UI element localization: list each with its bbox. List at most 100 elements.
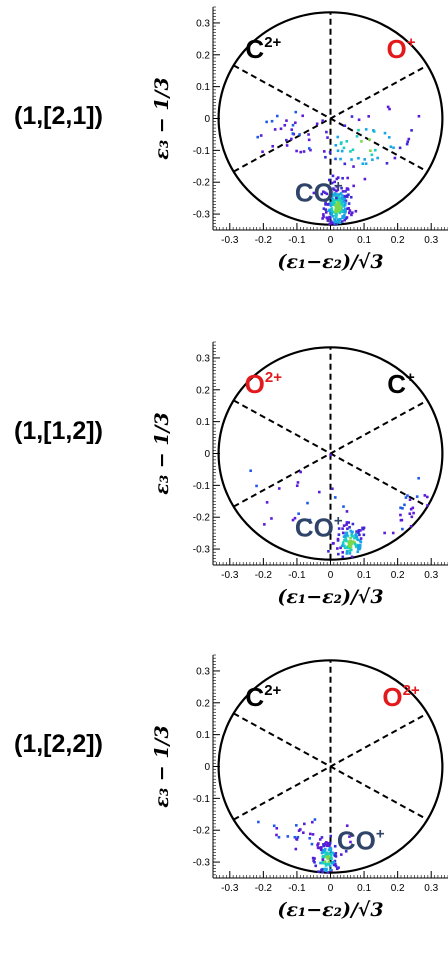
data-point (312, 191, 316, 195)
data-point (283, 123, 287, 127)
data-point (345, 523, 348, 526)
fragment-label: C+ (387, 369, 415, 399)
x-axis-title: (ε₁−ε₂)/√3 (277, 899, 383, 921)
data-point (343, 124, 347, 128)
data-point (358, 547, 361, 551)
data-point (341, 551, 345, 554)
data-point (406, 140, 410, 143)
data-point (327, 860, 331, 864)
data-point (311, 833, 315, 836)
data-point (293, 516, 297, 520)
data-point (349, 195, 353, 199)
data-point (340, 198, 343, 201)
data-point (277, 487, 281, 490)
data-point (302, 150, 306, 153)
data-point (336, 176, 340, 179)
data-point (357, 528, 361, 532)
data-point (345, 521, 349, 524)
data-point (363, 177, 367, 181)
data-point (323, 850, 327, 854)
x-tick-label: -0.2 (255, 883, 273, 894)
data-point (323, 860, 327, 863)
x-tick-label: -0.1 (288, 235, 306, 246)
data-point (345, 187, 349, 190)
data-point (331, 214, 335, 218)
data-point (317, 490, 321, 494)
data-point (323, 842, 327, 845)
data-point (334, 208, 337, 212)
data-points (257, 818, 352, 874)
data-point (357, 531, 360, 534)
data-point (326, 136, 329, 139)
data-point (341, 190, 345, 193)
data-point (321, 870, 324, 874)
data-point (286, 835, 290, 838)
data-point (307, 147, 311, 150)
y-tick-label: -0.3 (193, 858, 211, 869)
data-point (351, 211, 354, 214)
data-point (265, 120, 268, 124)
data-point (331, 174, 335, 178)
data-point (334, 203, 338, 207)
data-point (334, 220, 337, 223)
data-point (285, 144, 289, 147)
data-point (335, 213, 338, 217)
data-point (277, 835, 281, 839)
dashed-spoke (233, 712, 428, 821)
data-point (327, 848, 331, 852)
data-point (333, 180, 337, 184)
y-tick-label: -0.1 (193, 481, 211, 492)
data-point (345, 140, 349, 143)
data-point (347, 207, 350, 210)
data-point (340, 186, 343, 190)
data-point (299, 828, 302, 831)
data-point (336, 547, 339, 550)
y-tick-label: -0.2 (193, 826, 211, 837)
data-point (343, 544, 346, 548)
data-point (327, 187, 331, 190)
y-tick-label: -0.1 (193, 794, 211, 805)
x-tick-label: 0 (328, 570, 334, 581)
data-point (423, 494, 427, 497)
data-point (330, 857, 333, 861)
data-point (285, 138, 288, 142)
data-point (308, 832, 312, 836)
data-point (335, 177, 339, 181)
data-point (334, 216, 338, 219)
y-tick-label: 0.1 (196, 730, 210, 741)
data-point (322, 207, 326, 210)
data-point (339, 142, 343, 146)
data-point (334, 193, 338, 196)
data-point (345, 510, 349, 513)
data-point (362, 526, 366, 530)
row-label-1: (1,[2,1]) (14, 102, 103, 130)
fragment-label: CO+ (295, 512, 343, 542)
data-point (249, 469, 252, 473)
data-point (261, 150, 264, 154)
data-point (335, 206, 339, 209)
dashed-spoke (233, 399, 428, 508)
data-point (357, 118, 361, 122)
data-point (294, 110, 298, 114)
data-point (324, 155, 327, 159)
data-point (255, 484, 258, 488)
data-point (349, 537, 352, 540)
data-point (339, 192, 343, 195)
data-point (348, 211, 351, 215)
data-point (349, 529, 353, 533)
data-point (335, 196, 338, 200)
data-point (343, 207, 347, 211)
data-point (336, 149, 340, 153)
data-point (351, 535, 354, 538)
data-point (343, 538, 346, 542)
data-point (325, 216, 329, 220)
x-tick-label: 0.2 (391, 235, 405, 246)
data-point (338, 221, 342, 225)
data-point (295, 149, 298, 153)
data-point (346, 527, 349, 531)
data-point (324, 864, 328, 867)
x-tick-label: -0.3 (221, 883, 239, 894)
x-tick-label: -0.2 (255, 570, 273, 581)
data-point (330, 181, 334, 185)
data-point (331, 198, 335, 202)
